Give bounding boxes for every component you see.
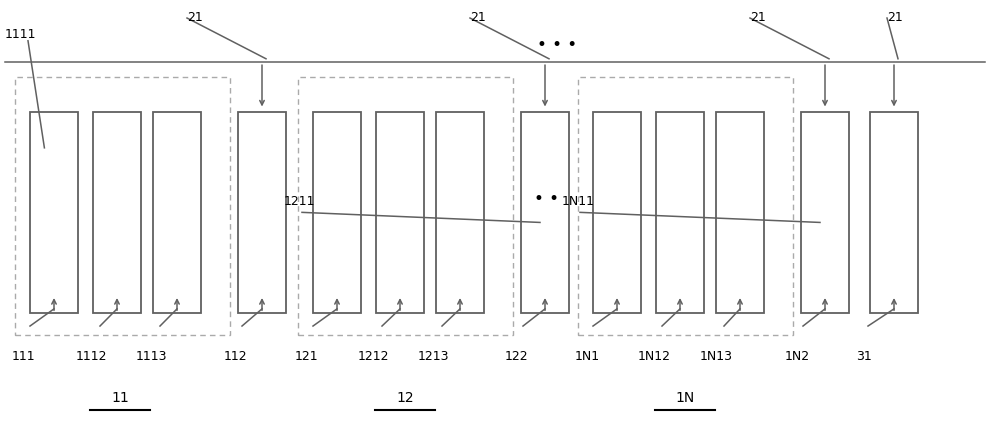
- Text: 21: 21: [187, 11, 203, 24]
- Bar: [656, 112, 704, 313]
- Text: 111: 111: [12, 350, 36, 363]
- Text: • •: • •: [534, 190, 560, 208]
- Bar: [93, 112, 141, 313]
- Bar: [870, 112, 918, 313]
- Text: 1N13: 1N13: [700, 350, 733, 363]
- Text: 1213: 1213: [418, 350, 450, 363]
- Bar: [593, 112, 641, 313]
- Text: 21: 21: [887, 11, 903, 24]
- Text: 1111: 1111: [5, 28, 36, 41]
- Bar: [15, 77, 230, 335]
- Text: 1112: 1112: [76, 350, 108, 363]
- Text: 1211: 1211: [284, 195, 316, 208]
- Bar: [436, 112, 484, 313]
- Bar: [521, 112, 569, 313]
- Bar: [238, 112, 286, 313]
- Text: 21: 21: [470, 11, 486, 24]
- Text: 1N2: 1N2: [785, 350, 810, 363]
- Bar: [153, 112, 201, 313]
- Bar: [30, 112, 78, 313]
- Bar: [298, 77, 513, 335]
- Text: 31: 31: [856, 350, 872, 363]
- Bar: [376, 112, 424, 313]
- Text: 112: 112: [224, 350, 248, 363]
- Text: 1N: 1N: [675, 391, 695, 405]
- Text: 1212: 1212: [358, 350, 390, 363]
- Text: • • •: • • •: [537, 36, 577, 54]
- Bar: [801, 112, 849, 313]
- Text: 21: 21: [750, 11, 766, 24]
- Bar: [578, 77, 793, 335]
- Text: 11: 11: [111, 391, 129, 405]
- Text: 1N11: 1N11: [562, 195, 595, 208]
- Bar: [716, 112, 764, 313]
- Text: 1N12: 1N12: [638, 350, 671, 363]
- Text: 12: 12: [396, 391, 414, 405]
- Bar: [313, 112, 361, 313]
- Text: 1N1: 1N1: [575, 350, 600, 363]
- Text: 121: 121: [295, 350, 319, 363]
- Text: 1113: 1113: [136, 350, 168, 363]
- Text: 122: 122: [505, 350, 529, 363]
